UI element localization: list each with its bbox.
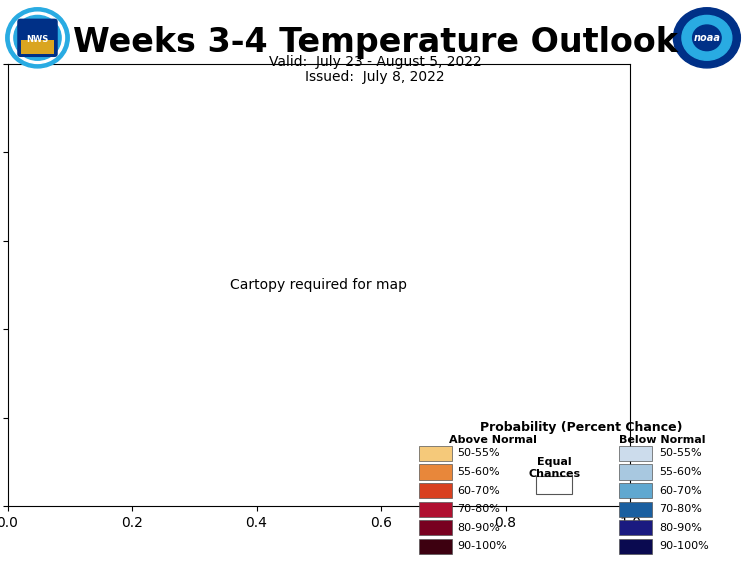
- FancyBboxPatch shape: [21, 40, 54, 54]
- FancyBboxPatch shape: [619, 520, 652, 535]
- Text: NWS: NWS: [26, 34, 49, 44]
- Text: Probability (Percent Chance): Probability (Percent Chance): [480, 421, 682, 434]
- Circle shape: [674, 8, 740, 68]
- Text: 80-90%: 80-90%: [659, 523, 702, 533]
- Text: Issued:  July 8, 2022: Issued: July 8, 2022: [305, 70, 445, 84]
- Text: Above Normal: Above Normal: [449, 435, 537, 445]
- Text: 50-55%: 50-55%: [659, 448, 702, 459]
- Text: 70-80%: 70-80%: [659, 504, 702, 514]
- FancyBboxPatch shape: [419, 520, 452, 535]
- FancyBboxPatch shape: [419, 446, 452, 461]
- Text: 60-70%: 60-70%: [457, 485, 500, 496]
- Text: 90-100%: 90-100%: [659, 541, 709, 552]
- FancyBboxPatch shape: [17, 19, 58, 57]
- FancyBboxPatch shape: [619, 539, 652, 554]
- Text: noaa: noaa: [693, 33, 720, 43]
- Circle shape: [13, 15, 62, 61]
- Text: 55-60%: 55-60%: [457, 467, 500, 477]
- Circle shape: [693, 25, 722, 51]
- Text: Valid:  July 23 - August 5, 2022: Valid: July 23 - August 5, 2022: [268, 55, 482, 69]
- Circle shape: [682, 15, 732, 61]
- Text: 70-80%: 70-80%: [457, 504, 500, 514]
- Text: Cartopy required for map: Cartopy required for map: [230, 278, 407, 292]
- FancyBboxPatch shape: [419, 483, 452, 498]
- Text: Below Normal: Below Normal: [619, 435, 705, 445]
- FancyBboxPatch shape: [619, 446, 652, 461]
- Text: 60-70%: 60-70%: [659, 485, 702, 496]
- FancyBboxPatch shape: [419, 539, 452, 554]
- Text: 80-90%: 80-90%: [457, 523, 500, 533]
- FancyBboxPatch shape: [419, 502, 452, 517]
- Circle shape: [6, 8, 69, 68]
- FancyBboxPatch shape: [536, 476, 572, 494]
- Text: Equal
Chances: Equal Chances: [528, 457, 580, 479]
- FancyBboxPatch shape: [619, 483, 652, 498]
- Text: 55-60%: 55-60%: [659, 467, 702, 477]
- FancyBboxPatch shape: [419, 464, 452, 480]
- FancyBboxPatch shape: [619, 502, 652, 517]
- Text: 50-55%: 50-55%: [457, 448, 500, 459]
- Text: 90-100%: 90-100%: [457, 541, 506, 552]
- Circle shape: [10, 12, 64, 63]
- Text: Weeks 3-4 Temperature Outlook: Weeks 3-4 Temperature Outlook: [73, 26, 677, 59]
- FancyBboxPatch shape: [619, 464, 652, 480]
